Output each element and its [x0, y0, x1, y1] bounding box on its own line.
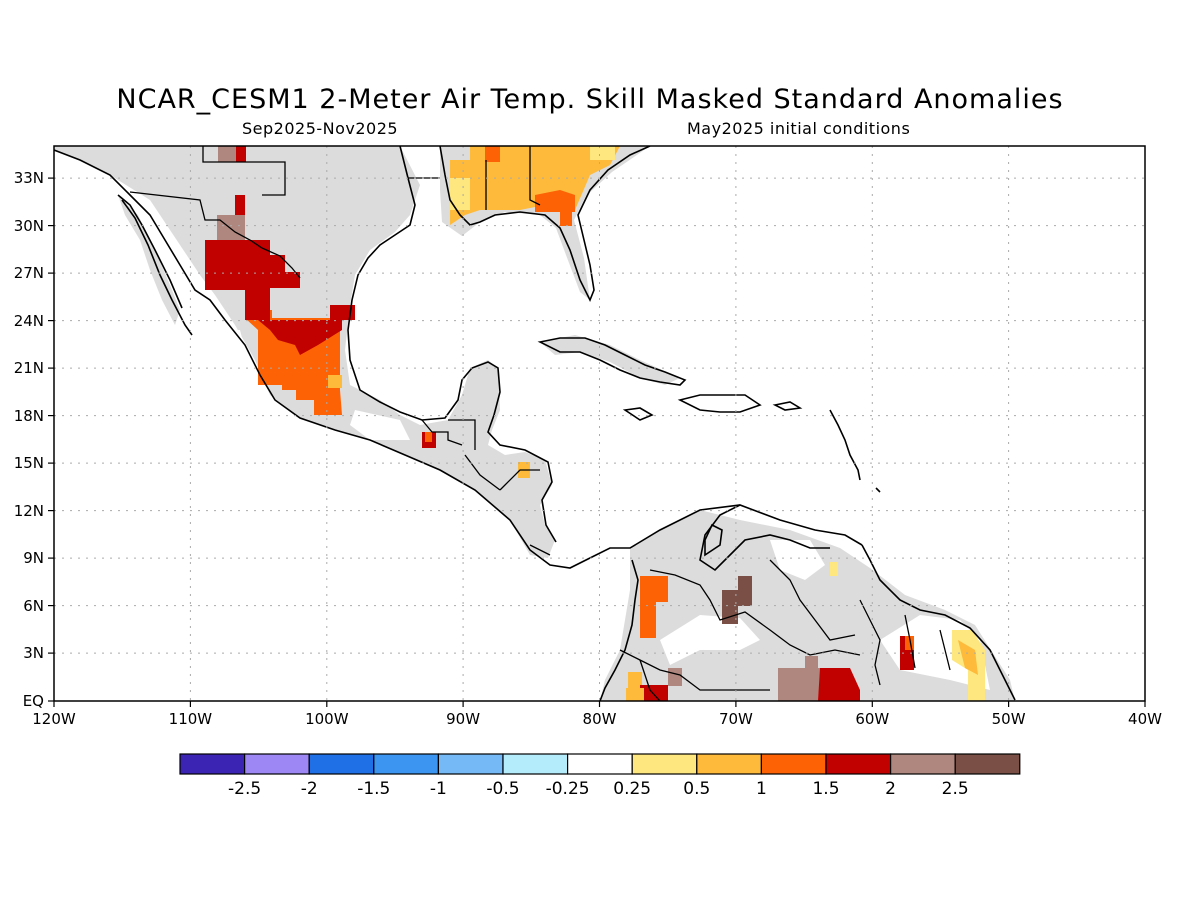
colorbar-label: 2	[885, 779, 896, 799]
lat-label: 15N	[14, 454, 44, 472]
map-fill-layer	[54, 146, 1015, 701]
colorbar-swatch	[308, 753, 375, 775]
lon-label: 40W	[1128, 710, 1162, 728]
colorbar-label: -1.5	[357, 779, 390, 799]
masked-land	[54, 146, 1015, 701]
tick-marks	[48, 177, 1146, 707]
lat-label: 18N	[14, 407, 44, 425]
coastlines	[54, 146, 1016, 701]
colorbar-label: -2.5	[228, 779, 261, 799]
lat-label: 3N	[23, 644, 44, 662]
borders	[129, 146, 951, 701]
colorbar-swatch	[696, 753, 762, 775]
colorbar-swatch	[437, 753, 504, 775]
forecast-period: Sep2025-Nov2025	[242, 119, 399, 138]
initial-conditions: May2025 initial conditions	[687, 119, 911, 138]
lat-label: 21N	[14, 359, 44, 377]
lat-label: 6N	[23, 597, 44, 615]
map-title: NCAR_CESM1 2-Meter Air Temp. Skill Maske…	[116, 84, 1064, 115]
colorbar-swatch	[179, 753, 246, 775]
lat-label: 9N	[23, 549, 44, 567]
colorbar-label: -0.25	[546, 779, 590, 799]
lon-label: 80W	[583, 710, 617, 728]
lat-label: 33N	[14, 169, 44, 187]
colorbar-label: 0.5	[683, 779, 710, 799]
colorbar: -2.5 -2 -1.5 -1 -0.5 -0.25 0.25 0.5 1 1.5 2 2.5	[179, 753, 1021, 799]
colorbar-swatch	[889, 753, 956, 775]
lon-label: 90W	[446, 710, 480, 728]
lon-label: 50W	[992, 710, 1026, 728]
colorbar-label: 0.25	[613, 779, 651, 799]
lon-label: 120W	[32, 710, 76, 728]
colorbar-swatch	[566, 753, 633, 775]
colorbar-label: -0.5	[486, 779, 519, 799]
lat-label: 24N	[14, 312, 44, 330]
lon-label: 110W	[169, 710, 213, 728]
lat-label: 12N	[14, 502, 44, 520]
lon-label: 60W	[855, 710, 889, 728]
colorbar-swatch	[244, 753, 310, 775]
lat-label: 30N	[14, 217, 44, 235]
lon-label: 70W	[719, 710, 753, 728]
colorbar-swatch	[631, 753, 698, 775]
colorbar-swatch	[373, 753, 439, 775]
graticule	[54, 146, 1145, 701]
latitude-labels: 33N 30N 27N 24N 21N 18N 15N 12N 9N 6N 3N…	[14, 169, 44, 710]
colorbar-label: 1.5	[812, 779, 839, 799]
colorbar-label: -1	[430, 779, 447, 799]
lon-label: 100W	[305, 710, 349, 728]
colorbar-swatch	[502, 753, 569, 775]
colorbar-swatch	[760, 753, 827, 775]
lat-label: EQ	[23, 692, 44, 710]
lat-label: 27N	[14, 264, 44, 282]
colorbar-label: 1	[756, 779, 767, 799]
colorbar-swatch	[954, 753, 1021, 775]
colorbar-swatch	[825, 753, 892, 775]
longitude-labels: 120W 110W 100W 90W 80W 70W 60W 50W 40W	[32, 710, 1162, 728]
colorbar-label: -2	[301, 779, 318, 799]
colorbar-label: 2.5	[942, 779, 969, 799]
